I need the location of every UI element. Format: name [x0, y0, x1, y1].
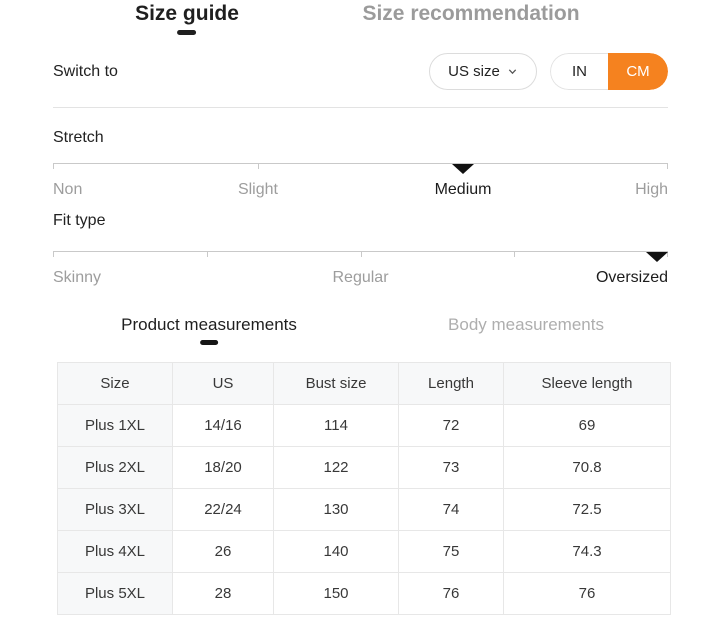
column-header: Length [398, 362, 504, 405]
column-header: US [172, 362, 274, 405]
tick [53, 163, 54, 169]
value-cell: 18/20 [172, 446, 274, 489]
tab-product-measurements-label: Product measurements [121, 315, 297, 334]
size-standard-value: US size [448, 63, 500, 80]
size-cell: Plus 1XL [57, 404, 173, 447]
fit-option-oversized: Oversized [595, 269, 668, 286]
size-cell: Plus 5XL [57, 572, 173, 615]
value-cell: 22/24 [172, 488, 274, 531]
switch-controls: US size IN CM [429, 53, 668, 90]
size-cell: Plus 4XL [57, 530, 173, 573]
tick [206, 251, 208, 257]
stretch-option-non: Non [53, 181, 83, 198]
table-row: Plus 1XL 14/16 114 72 69 [57, 404, 671, 447]
switch-row: Switch to US size IN CM [53, 53, 668, 90]
value-cell: 26 [172, 530, 274, 573]
size-cell: Plus 3XL [57, 488, 173, 531]
tab-body-measurements[interactable]: Body measurements [448, 315, 604, 335]
section-divider [53, 107, 668, 108]
fit-type-section-label: Fit type [53, 212, 106, 229]
active-measurement-tab-indicator [200, 340, 218, 345]
size-cell: Plus 2XL [57, 446, 173, 489]
stretch-slider: Non Slight Medium High [53, 163, 668, 203]
table-row: Plus 5XL 28 150 76 76 [57, 572, 671, 615]
tick [514, 251, 516, 257]
stretch-option-high: High [635, 181, 668, 198]
table-row: Plus 3XL 22/24 130 74 72.5 [57, 488, 671, 531]
value-cell: 74.3 [503, 530, 671, 573]
value-cell: 75 [398, 530, 504, 573]
unit-toggle: IN CM [550, 53, 668, 90]
column-header: Bust size [273, 362, 399, 405]
tick [360, 251, 362, 257]
size-table-header-row: Size US Bust size Length Sleeve length [57, 362, 671, 405]
value-cell: 73 [398, 446, 504, 489]
tab-body-measurements-label: Body measurements [448, 315, 604, 334]
stretch-marker-icon [452, 164, 475, 174]
value-cell: 76 [398, 572, 504, 615]
value-cell: 114 [273, 404, 399, 447]
fit-option-regular: Regular [332, 269, 389, 286]
fit-options: Skinny Regular Oversized [53, 268, 668, 288]
tab-size-recommendation[interactable]: Size recommendation [362, 2, 579, 26]
tab-size-guide[interactable]: Size guide [135, 2, 239, 35]
tab-size-guide-label: Size guide [135, 2, 239, 25]
table-row: Plus 4XL 26 140 75 74.3 [57, 530, 671, 573]
value-cell: 72 [398, 404, 504, 447]
column-header: Sleeve length [503, 362, 671, 405]
stretch-track [53, 163, 668, 164]
fit-marker-icon [646, 252, 668, 262]
tick [257, 163, 259, 169]
value-cell: 122 [273, 446, 399, 489]
fit-type-slider: Skinny Regular Oversized [53, 251, 668, 291]
value-cell: 70.8 [503, 446, 671, 489]
unit-cm-button[interactable]: CM [608, 53, 668, 90]
value-cell: 140 [273, 530, 399, 573]
value-cell: 76 [503, 572, 671, 615]
chevron-down-icon [508, 69, 517, 75]
switch-to-label: Switch to [53, 62, 118, 80]
fit-option-skinny: Skinny [53, 269, 102, 286]
stretch-section-label: Stretch [53, 129, 104, 146]
tab-size-recommendation-label: Size recommendation [362, 2, 580, 25]
stretch-option-slight: Slight [237, 181, 278, 198]
tab-product-measurements[interactable]: Product measurements [121, 315, 297, 345]
unit-in-button[interactable]: IN [550, 53, 608, 90]
value-cell: 72.5 [503, 488, 671, 531]
stretch-option-medium: Medium [434, 181, 492, 198]
tick [667, 163, 668, 169]
value-cell: 69 [503, 404, 671, 447]
size-standard-select[interactable]: US size [429, 53, 537, 90]
active-tab-indicator [177, 30, 197, 35]
value-cell: 150 [273, 572, 399, 615]
value-cell: 74 [398, 488, 504, 531]
column-header: Size [57, 362, 173, 405]
value-cell: 28 [172, 572, 274, 615]
table-row: Plus 2XL 18/20 122 73 70.8 [57, 446, 671, 489]
value-cell: 14/16 [172, 404, 274, 447]
size-table: Size US Bust size Length Sleeve length Plus … [57, 362, 671, 615]
stretch-options: Non Slight Medium High [53, 180, 668, 200]
value-cell: 130 [273, 488, 399, 531]
tick [53, 251, 54, 257]
size-table-body: Plus 1XL 14/16 114 72 69 Plus 2XL 18/20 122 73 70… [57, 404, 671, 615]
